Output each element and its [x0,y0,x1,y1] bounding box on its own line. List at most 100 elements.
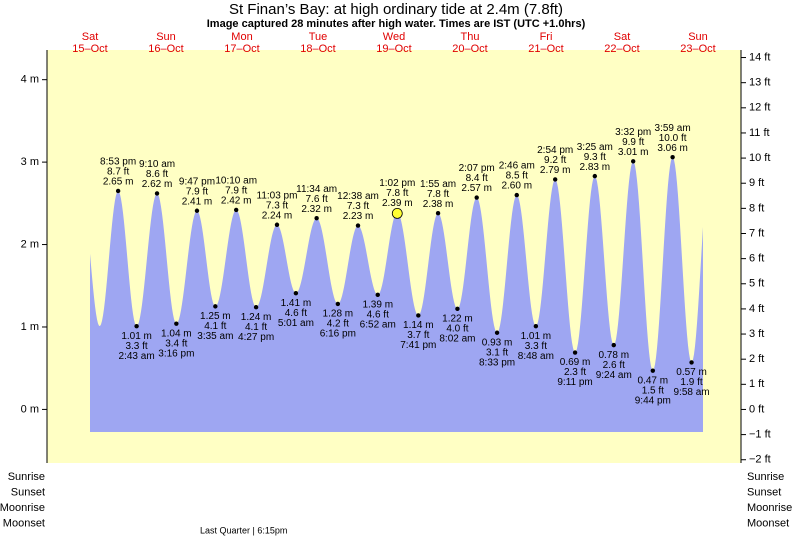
tide-point [194,208,200,213]
tide-label: 2.39 m [382,198,413,209]
tide-label: 0.47 m [638,375,669,386]
row-label-right: Sunset [747,486,781,498]
y2-tick-label: 4 ft [749,303,764,315]
tide-label: 9.9 ft [622,137,644,148]
tide-label: 3.3 ft [125,341,147,352]
day-name: Sun [156,31,176,43]
y2-tick-label: 14 ft [749,51,770,63]
tide-label: 7:41 pm [400,340,436,351]
tide-label: 3.3 ft [525,341,547,352]
tide-label: 2.83 m [580,162,611,173]
tide-label: 1.14 m [403,320,434,331]
y2-tick-label: 6 ft [749,253,764,265]
tide-label: 0.57 m [676,367,707,378]
tide-label: 7.8 ft [427,189,449,200]
day-name: Sat [614,31,631,43]
tide-label: 0.69 m [560,357,591,368]
tide-point [115,188,121,194]
tide-point [592,173,598,179]
tide-label: 8:33 pm [479,357,515,368]
tide-label: 11:34 am [296,184,337,195]
tide-point [233,207,239,213]
tide-point [689,360,694,365]
tide-label: 7.8 ft [386,188,408,199]
y2-tick-label: 0 ft [749,403,764,415]
tide-label: 2:07 pm [459,163,495,174]
tide-label: 1.5 ft [642,385,664,396]
chart-title: St Finan’s Bay: at high ordinary tide at… [229,1,563,18]
tide-label: 2.38 m [423,199,454,210]
tide-label: 2:43 am [119,351,155,362]
tide-point [494,330,500,335]
tide-point [533,323,539,329]
tide-label: 1:55 am [420,179,456,190]
tide-label: 3:32 pm [615,127,651,138]
tide-label: 8.7 ft [107,167,129,178]
tide-label: 1.01 m [121,331,152,342]
row-label-right: Sunrise [747,471,784,483]
tide-label: 2.42 m [221,196,252,207]
y-tick-label: 0 m [21,403,39,415]
tide-label: 8:53 pm [100,157,136,168]
day-name: Tue [309,31,328,43]
tide-point [670,154,675,160]
tide-point [154,191,160,196]
tide-label: 1.01 m [521,331,552,342]
tide-label: 2.79 m [540,165,571,176]
tide-label: 2.23 m [343,211,374,222]
day-date: 20–Oct [452,43,487,55]
row-label-right: Moonrise [747,502,792,514]
tide-label: 7.6 ft [306,194,328,205]
tide-point [314,215,319,221]
tide-point [514,192,519,198]
tide-label: 2.32 m [301,204,332,215]
day-date: 22–Oct [604,43,639,55]
tide-label: 4.0 ft [446,323,468,334]
y2-tick-label: 9 ft [749,177,764,189]
tide-point [416,313,421,318]
tide-label: 1.25 m [200,311,231,322]
y2-tick-label: 1 ft [749,378,764,390]
tide-label: 7.3 ft [347,201,369,212]
tide-label: 10:10 am [215,176,257,187]
y2-tick-label: −2 ft [749,454,771,466]
tide-label: 3.4 ft [165,338,187,349]
row-label-left: Sunrise [8,471,45,483]
tide-point [650,368,656,373]
tide-label: 2.65 m [103,177,134,188]
day-name: Fri [540,31,553,43]
tide-label: 8.4 ft [466,173,488,184]
tide-point [213,304,218,309]
tide-point [630,159,636,164]
y2-tick-label: 8 ft [749,202,764,214]
tide-label: 2.60 m [501,181,532,192]
moon-phase: Last Quarter | 6:15pm [200,525,287,535]
tide-label: 3.1 ft [486,347,508,358]
day-date: 15–Oct [72,43,107,55]
tide-point [572,350,578,355]
tide-label: 1.04 m [161,328,192,339]
tide-label: 2.3 ft [564,367,586,378]
row-label-left: Moonrise [0,502,45,514]
day-date: 21–Oct [528,43,563,55]
row-label-left: Sunset [11,486,45,498]
tide-label: 9:58 am [673,387,709,398]
y2-tick-label: 5 ft [749,278,764,290]
y-tick-label: 1 m [21,321,39,333]
tide-label: 9:47 pm [179,176,215,187]
current-tide-marker [391,207,403,219]
tide-label: 4.2 ft [327,319,349,330]
tide-point [174,321,179,326]
y2-tick-label: 7 ft [749,227,764,239]
tide-point [335,301,341,307]
tide-label: 3.7 ft [407,330,429,341]
tide-point [293,290,299,296]
row-label-right: Moonset [747,517,789,529]
tide-point [552,177,558,182]
tide-label: 9.3 ft [584,152,606,163]
y-tick-label: 2 m [21,238,39,250]
tide-label: 9:10 am [139,159,175,170]
day-date: 17–Oct [224,43,259,55]
tide-label: 7.9 ft [186,186,208,197]
